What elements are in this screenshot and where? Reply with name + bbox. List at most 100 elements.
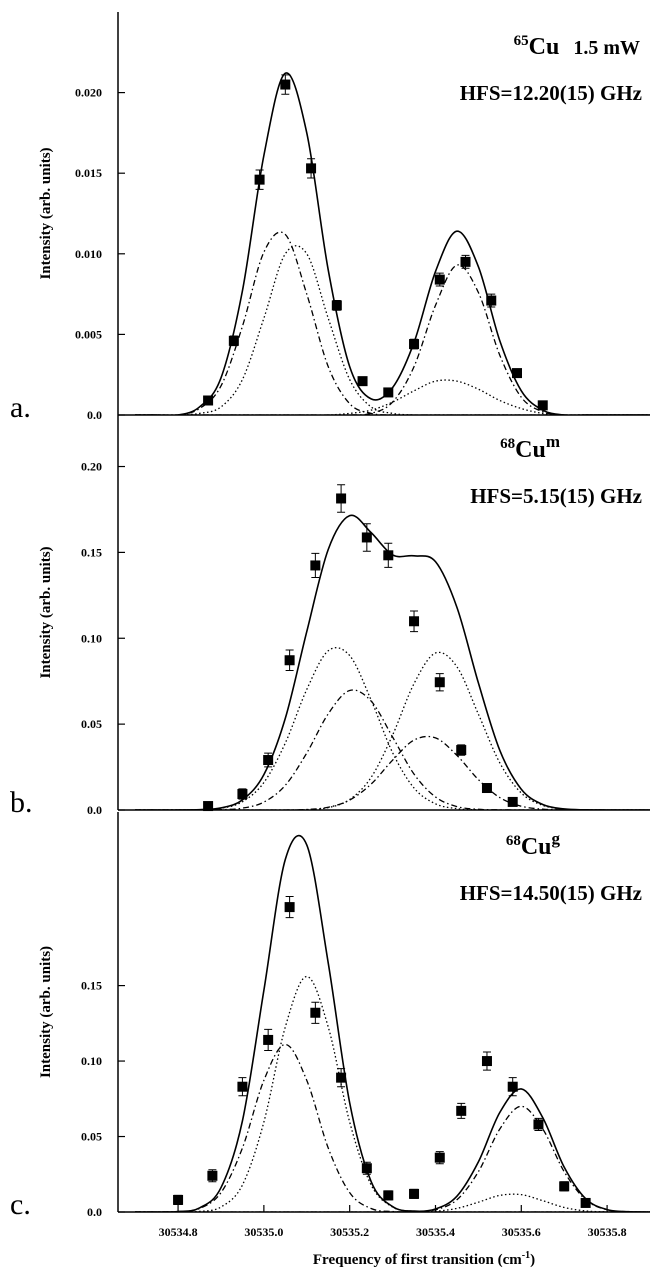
data-point <box>237 1081 248 1092</box>
data-point <box>173 1194 184 1205</box>
data-point <box>481 1056 492 1067</box>
fit-component <box>135 689 650 810</box>
data-point <box>331 300 342 311</box>
fit-curves <box>135 72 650 415</box>
x-label-text: Frequency of first transition (cm <box>313 1252 522 1268</box>
data-point <box>507 1081 518 1092</box>
fit-component <box>135 231 650 415</box>
hfs-label: HFS=5.15(15) GHz <box>470 484 642 508</box>
y-tick-label: 0.0 <box>87 408 102 422</box>
data-point <box>361 1163 372 1174</box>
fit-component <box>135 1043 650 1212</box>
isotope-power: 1.5 mW <box>573 37 640 59</box>
data-point <box>280 79 291 90</box>
x-tick-label: 30535.6 <box>502 1225 541 1239</box>
data-point <box>383 1190 394 1201</box>
fit-curves <box>135 834 650 1212</box>
data-point <box>254 174 265 185</box>
data-point <box>203 801 214 812</box>
data-point <box>559 1181 570 1192</box>
isotope-state: m <box>546 432 560 451</box>
x-tick-label: 30534.8 <box>159 1225 198 1239</box>
data-point <box>537 400 548 411</box>
data-point <box>434 1152 445 1163</box>
y-tick-label: 0.05 <box>81 1130 102 1144</box>
data-point <box>336 1072 347 1083</box>
data-point <box>203 395 214 406</box>
data-point <box>486 295 497 306</box>
data-point <box>207 1170 218 1181</box>
fit-component <box>135 264 650 415</box>
data-point <box>383 387 394 398</box>
data-point <box>310 560 321 571</box>
x-tick-label: 30535.0 <box>244 1225 283 1239</box>
data-point <box>409 339 420 350</box>
panel-label: c. <box>10 1188 31 1221</box>
x-label-sup: -1 <box>522 1250 530 1261</box>
data-point <box>357 376 368 387</box>
y-tick-label: 0.15 <box>81 979 102 993</box>
y-tick-label: 0.010 <box>75 247 102 261</box>
fit-component <box>135 651 650 810</box>
y-tick-label: 0.20 <box>81 460 102 474</box>
fit-total <box>135 72 650 415</box>
element-symbol: Cu <box>521 834 552 860</box>
data-point <box>336 493 347 504</box>
y-tick-label: 0.15 <box>81 545 102 559</box>
data-point <box>512 368 522 379</box>
data-point <box>533 1119 544 1130</box>
y-tick-label: 0.05 <box>81 717 102 731</box>
y-tick-label: 0.10 <box>81 631 102 645</box>
hfs-label: HFS=14.50(15) GHz <box>460 881 642 905</box>
isotope-mass: 65 <box>514 33 529 49</box>
fit-component <box>135 647 650 810</box>
element-symbol: Cu <box>515 437 546 463</box>
y-tick-label: 0.020 <box>75 86 102 100</box>
isotope-mass: 68 <box>506 833 521 849</box>
data-point <box>409 616 420 627</box>
panel-label: a. <box>10 391 31 424</box>
data-point <box>434 274 445 285</box>
data-point <box>481 783 492 794</box>
data-point <box>507 796 518 807</box>
element-symbol: Cu <box>529 34 560 60</box>
y-tick-label: 0.015 <box>75 166 102 180</box>
isotope-mass: 68 <box>500 436 515 452</box>
fit-component <box>135 735 650 810</box>
x-tick-label: 30535.8 <box>588 1225 627 1239</box>
data-point <box>409 1188 420 1199</box>
hfs-label: HFS=12.20(15) GHz <box>460 81 642 105</box>
data-point <box>263 755 274 766</box>
data-point <box>284 902 295 913</box>
data-point <box>434 677 445 688</box>
y-axis-label: Intensity (arb. units) <box>38 147 54 279</box>
y-tick-label: 0.005 <box>75 327 102 341</box>
data-point <box>580 1197 591 1208</box>
x-label-close: ) <box>530 1252 535 1268</box>
data-point <box>361 532 372 543</box>
fit-component <box>135 1193 650 1212</box>
y-axis-label: Intensity (arb. units) <box>38 546 54 678</box>
fit-total <box>135 834 650 1212</box>
panel-label: b. <box>10 786 33 819</box>
x-axis-label: Frequency of first transition (cm-1) <box>313 1250 535 1268</box>
isotope-state: g <box>552 829 561 848</box>
y-axis-label: Intensity (arb. units) <box>38 946 54 1078</box>
data-point <box>228 335 239 346</box>
data-point <box>306 163 317 174</box>
y-tick-label: 0.0 <box>87 803 102 817</box>
y-tick-label: 0.10 <box>81 1054 102 1068</box>
x-tick-label: 30535.2 <box>330 1225 369 1239</box>
data-point <box>310 1007 321 1018</box>
data-point <box>460 256 471 267</box>
data-point <box>456 745 467 756</box>
isotope-label: 65Cu 1.5 mW <box>514 33 640 60</box>
data-point <box>284 655 295 666</box>
data-point <box>237 789 248 800</box>
isotope-label: 68Cum <box>500 432 560 463</box>
data-point <box>263 1034 274 1045</box>
y-tick-label: 0.0 <box>87 1205 102 1219</box>
isotope-label: 68Cug <box>506 829 561 860</box>
data-point <box>456 1105 467 1116</box>
